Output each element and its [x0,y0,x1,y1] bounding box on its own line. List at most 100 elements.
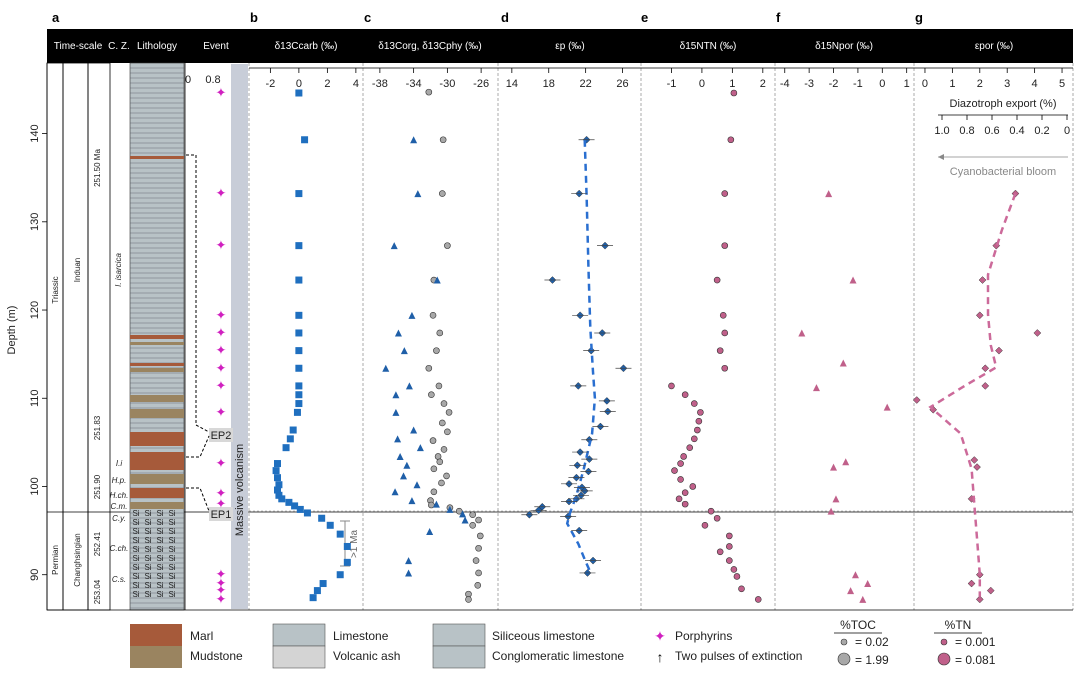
siliceous-marker: Si [132,509,139,518]
data-point [975,595,984,604]
data-point [721,242,729,249]
volcanism-band [231,64,248,609]
header-lithology: Lithology [137,41,177,52]
data-point [326,521,334,529]
data-point [721,190,729,197]
data-point [430,465,438,473]
x-tick-label: -1 [853,78,863,90]
data-point [695,417,703,425]
data-point [416,444,424,452]
x-tick-label: 18 [543,78,555,90]
lithology-band [130,432,184,446]
data-point [296,505,304,513]
data-point [392,391,400,399]
x-tick-label: 0 [879,78,885,90]
data-point [396,452,404,460]
siliceous-marker: Si [132,527,139,536]
header-bar [47,29,1073,63]
header-b: δ13Ccarb (‰) [275,41,338,52]
data-point [382,364,390,372]
data-point [295,329,303,337]
porphyrin-marker: ✦ [216,378,227,393]
data-point [295,242,303,250]
panel-letter-g: g [915,10,923,25]
zone-cch: C.ch. [110,544,129,553]
siliceous-marker: Si [156,518,163,527]
data-point [432,500,440,508]
data-point [414,190,422,198]
siliceous-marker: Si [156,536,163,545]
g-secondary-axis: Diazotroph export (%) Cyanobacterial blo… [934,98,1070,178]
panel-letter-f: f [776,10,781,25]
porphyrin-marker: ✦ [216,238,227,253]
panel-letter-c: c [364,10,371,25]
porphyrin-marker: ✦ [216,486,227,501]
data-point [443,472,450,480]
data-point [445,409,453,416]
siliceous-marker: Si [156,554,163,563]
data-point [681,500,689,508]
data-point [912,396,921,404]
porphyrin-marker: ✦ [216,591,227,606]
porphyrin-marker: ✦ [216,456,227,471]
lithology-band [130,156,184,159]
volcanism-label: Massive volcanism [234,444,246,536]
header-d: εp (‰) [555,41,584,52]
data-point [439,136,447,144]
data-point [883,403,891,411]
data-point [713,276,721,284]
x-tick-label: 26 [616,78,628,90]
data-point [413,481,421,489]
data-point [446,505,454,513]
legend-porphyrin-icon: ✦ [654,628,666,644]
data-point [313,587,321,595]
zone-cy: C.y. [112,514,126,523]
data-point [301,136,309,144]
porphyrin-marker: ✦ [216,360,227,375]
data-point [318,514,326,522]
data-point [730,566,738,573]
data-point [275,481,283,489]
data-point [475,569,482,577]
legend-tn-small [940,638,948,646]
data-point [677,460,684,467]
data-point [429,437,437,444]
depth-tick-label: 130 [29,213,41,231]
data-point [459,510,467,518]
x-tick-label: 4 [353,78,359,90]
x-tick-label: 4 [1032,78,1038,90]
siliceous-marker: Si [156,572,163,581]
data-point [439,190,446,197]
data-point [295,347,303,355]
depth-tick-label: 140 [29,124,41,142]
panel-e-chart: -1 0 1 2 [641,67,775,603]
x-tick-label: -2 [829,78,839,90]
data-point [719,312,727,319]
lithology-band [130,342,184,345]
data-point [726,543,733,550]
data-point [390,242,398,250]
legend-toc-title: %TOC [840,618,876,632]
data-point [995,346,1003,355]
x-tick-label: -4 [780,78,790,90]
duration-label: >1 Ma [349,530,360,559]
siliceous-marker: Si [168,545,175,554]
data-point [754,596,762,603]
age-251-83: 251.83 [93,415,102,440]
data-point [295,400,303,408]
event-tick-08: 0.8 [205,74,220,86]
lithology-band [130,409,184,418]
legend-porphyrins: Porphyrins [675,629,732,643]
legend-tn-v2: = 0.081 [955,653,996,667]
legend-limestone-swatch [272,623,326,647]
data-point [444,242,451,249]
data-point [440,446,448,453]
diazotroph-tick: 0.6 [984,125,999,137]
data-point [392,408,400,416]
x-tick-label: -34 [406,78,422,90]
lithology-band [130,335,184,339]
data-point [433,276,441,284]
data-point [975,570,984,579]
data-point [295,311,303,319]
